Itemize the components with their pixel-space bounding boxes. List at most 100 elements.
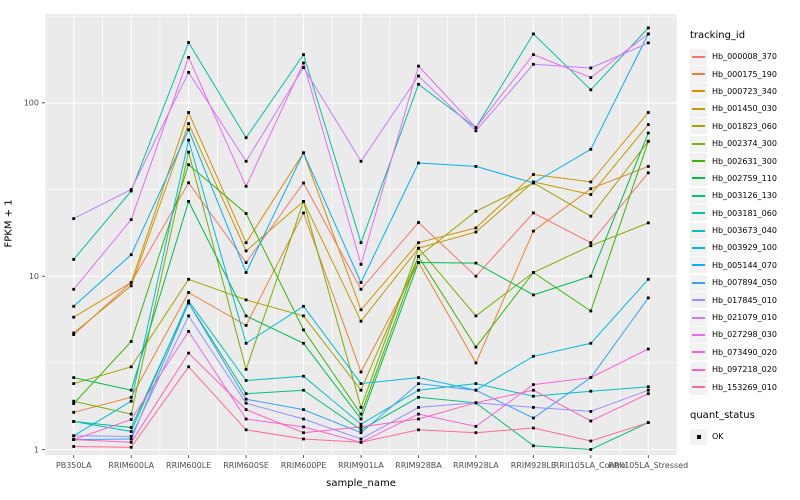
data-point	[187, 314, 190, 318]
legend-item-Hb_073490_020: Hb_073490_020	[690, 344, 798, 361]
x-tick-label: RRIM928LA	[453, 461, 499, 470]
data-point	[417, 417, 420, 421]
data-point	[589, 448, 593, 451]
data-point	[187, 365, 190, 369]
data-point	[532, 406, 535, 409]
legend-item-label: Hb_005144_070	[712, 260, 777, 270]
data-point	[589, 341, 593, 345]
legend-item-Hb_002759_110: Hb_002759_110	[690, 170, 798, 187]
data-point	[589, 187, 593, 191]
legend-item-Hb_002631_300: Hb_002631_300	[690, 152, 798, 170]
legend-key-line-icon	[690, 170, 707, 187]
data-point	[589, 439, 593, 443]
legend-item-Hb_003181_060: Hb_003181_060	[690, 205, 798, 222]
data-point	[359, 263, 363, 266]
data-point	[72, 217, 76, 220]
data-point	[532, 383, 535, 386]
data-point	[302, 66, 305, 69]
legend-key-line-icon	[690, 379, 707, 396]
data-point	[417, 388, 420, 392]
data-point	[187, 150, 190, 154]
legend-item-Hb_027298_030: Hb_027298_030	[690, 326, 798, 343]
legend-item-label: Hb_017845_010	[712, 295, 777, 305]
data-point	[646, 221, 650, 225]
data-point	[187, 111, 190, 114]
data-point	[302, 61, 305, 65]
data-point	[474, 382, 478, 385]
data-point	[532, 62, 535, 66]
data-point	[532, 32, 535, 36]
data-point	[359, 388, 363, 392]
data-point	[359, 281, 363, 284]
data-point	[244, 271, 248, 274]
data-point	[244, 408, 248, 411]
data-point	[532, 426, 535, 430]
legend-item-label: Hb_000175_190	[712, 69, 777, 79]
data-point	[244, 314, 248, 318]
x-tick-label: RRII105LA_Stressed	[608, 461, 688, 470]
legend-quant-status: quant_status OK	[690, 410, 798, 445]
data-point	[589, 193, 593, 196]
y-tick-label: 10	[29, 272, 39, 281]
data-point	[417, 428, 420, 432]
data-point	[417, 382, 420, 385]
data-point	[187, 181, 190, 185]
legend-key-line-icon	[690, 118, 707, 135]
legend-item-label: Hb_000008_370	[712, 52, 777, 62]
series-color-line-icon	[692, 333, 705, 336]
legend-item-Hb_000175_190: Hb_000175_190	[690, 65, 798, 83]
data-point	[187, 351, 190, 355]
data-point	[302, 374, 305, 378]
series-color-line-icon	[692, 299, 705, 302]
data-point	[244, 379, 248, 382]
data-point	[302, 304, 305, 308]
data-point	[359, 425, 363, 429]
data-point	[187, 128, 190, 132]
data-point	[646, 388, 650, 392]
x-axis-title: sample_name	[326, 478, 396, 489]
data-point	[474, 401, 478, 405]
data-point	[244, 249, 248, 253]
data-point	[244, 368, 248, 371]
data-point	[129, 435, 133, 438]
data-point	[417, 64, 420, 68]
data-point	[417, 255, 420, 258]
data-point	[646, 392, 650, 396]
data-point	[244, 212, 248, 215]
data-point	[129, 445, 133, 449]
data-point	[646, 165, 650, 168]
legend-item-Hb_000723_340: Hb_000723_340	[690, 83, 798, 100]
legend-item-Hb_003126_130: Hb_003126_130	[690, 187, 798, 204]
data-point	[646, 32, 650, 36]
data-point	[244, 397, 248, 401]
data-point	[359, 417, 363, 421]
data-point	[72, 445, 76, 448]
series-color-line-icon	[692, 351, 705, 354]
legend-item-ok: OK	[690, 428, 798, 445]
legend-item-label: Hb_001450_030	[712, 104, 777, 114]
legend-item-label: Hb_002631_300	[712, 156, 777, 166]
legend-item-label: Hb_021079_010	[712, 313, 777, 323]
data-point	[589, 147, 593, 151]
series-color-line-icon	[692, 142, 705, 145]
series-color-line-icon	[692, 212, 705, 215]
data-point	[244, 417, 248, 421]
data-point	[474, 425, 478, 428]
data-point	[474, 431, 478, 435]
data-point	[244, 184, 248, 188]
legend-item-label: Hb_073490_020	[712, 347, 777, 357]
series-color-line-icon	[692, 281, 705, 284]
series-color-line-icon	[692, 55, 705, 58]
legend-key-line-icon	[690, 344, 707, 361]
series-color-line-icon	[692, 107, 705, 110]
data-point	[302, 151, 305, 155]
legend-key-line-icon	[690, 361, 707, 378]
data-point	[129, 365, 133, 369]
data-point	[302, 388, 305, 392]
data-point	[359, 308, 363, 312]
data-point	[646, 421, 650, 424]
legend-item-Hb_021079_010: Hb_021079_010	[690, 309, 798, 326]
data-point	[244, 392, 248, 396]
data-point	[302, 211, 305, 215]
data-point	[589, 180, 593, 184]
